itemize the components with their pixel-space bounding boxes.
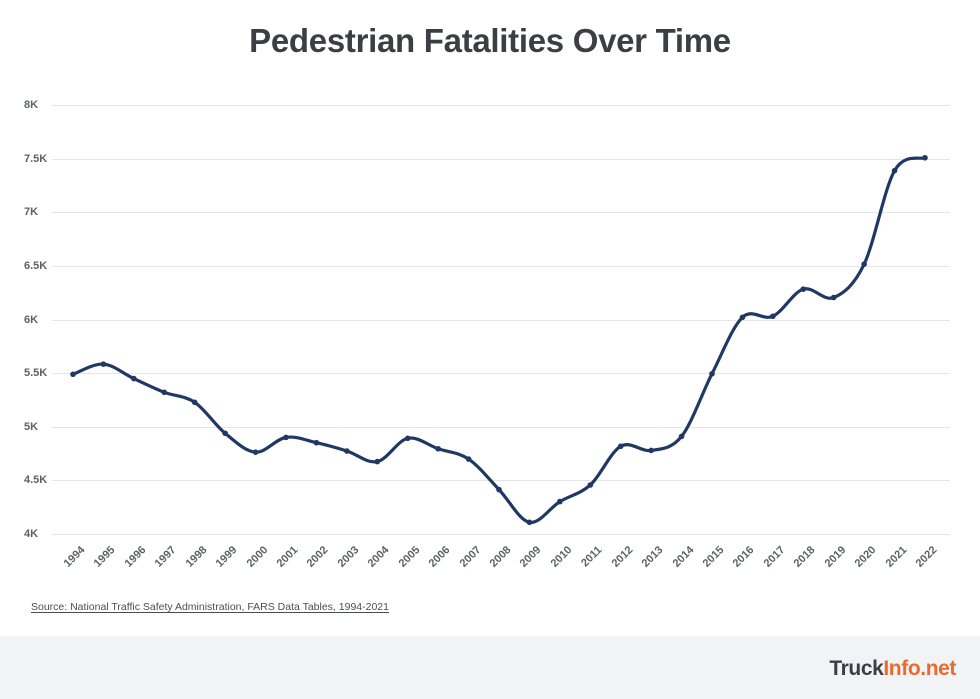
y-axis-tick-label: 7.5K	[24, 152, 48, 165]
data-point[interactable]	[526, 519, 533, 526]
x-axis-tick-label: 1997	[152, 544, 179, 570]
x-axis-labels: 1994 1995 1996 1997 1998 1999 2000 2001 2002 2003…	[52, 536, 950, 591]
x-axis-tick-label: 2017	[761, 544, 788, 570]
footer-band	[0, 636, 980, 699]
data-point[interactable]	[557, 498, 563, 505]
chart-title: Pedestrian Fatalities Over Time	[249, 22, 731, 59]
data-point[interactable]	[770, 313, 776, 320]
brand-name-primary: Truck	[829, 657, 884, 680]
x-axis-tick-label: 2005	[396, 544, 423, 570]
data-point[interactable]	[222, 430, 228, 437]
data-point[interactable]	[830, 294, 837, 301]
x-axis-tick-label: 2021	[883, 544, 910, 570]
data-point[interactable]	[465, 456, 472, 462]
x-axis-tick-label: 2019	[822, 544, 849, 570]
x-axis-tick-label: 1996	[122, 544, 149, 570]
gridline	[52, 320, 950, 321]
data-point[interactable]	[435, 445, 441, 452]
x-axis-tick-label: 2004	[365, 544, 392, 570]
data-point[interactable]	[800, 286, 807, 292]
y-axis-tick-label: 6.5K	[24, 259, 48, 272]
data-point[interactable]	[131, 375, 137, 382]
y-axis-tick-label: 8K	[24, 99, 39, 111]
y-axis-tick-label: 5K	[24, 420, 39, 433]
gridline	[52, 480, 950, 481]
gridline	[52, 212, 950, 213]
line-series	[70, 154, 928, 526]
data-point[interactable]	[344, 448, 350, 454]
series-line	[71, 156, 927, 524]
y-axis-tick-label: 7K	[24, 206, 39, 219]
y-axis-tick-label: 4.5K	[24, 474, 48, 487]
data-point[interactable]	[891, 167, 898, 174]
data-point[interactable]	[374, 458, 381, 465]
data-point[interactable]	[283, 434, 289, 441]
gridline	[52, 159, 950, 160]
brand-logo[interactable]: TruckInfo.net	[829, 657, 956, 681]
x-axis-tick-label: 2014	[670, 544, 697, 570]
data-point[interactable]	[70, 371, 76, 378]
gridline	[52, 427, 950, 428]
data-point[interactable]	[587, 482, 594, 488]
x-axis-tick-label: 1998	[183, 544, 210, 570]
data-point[interactable]	[648, 447, 654, 454]
source-note: Source: National Traffic Safety Administ…	[31, 601, 389, 613]
data-point[interactable]	[313, 439, 320, 446]
x-axis-tick-label: 2002	[305, 544, 331, 570]
x-axis-tick-label: 2010	[548, 544, 575, 570]
gridline	[52, 266, 950, 267]
x-axis-tick-label: 2013	[639, 544, 666, 570]
x-axis-tick-label: 2003	[335, 544, 362, 570]
y-axis-tick-label: 6K	[24, 313, 39, 326]
data-point[interactable]	[404, 435, 411, 442]
data-point[interactable]	[100, 361, 107, 367]
data-point[interactable]	[922, 154, 928, 161]
data-point[interactable]	[161, 389, 168, 396]
plot-area	[52, 105, 950, 535]
y-axis-tick-label: 4K	[24, 528, 39, 540]
gridline	[52, 534, 950, 535]
x-axis-tick-label: 1999	[213, 544, 240, 570]
brand-name-accent: Info.net	[883, 657, 956, 680]
chart-card: Pedestrian Fatalities Over Time 8K 7.5K 7K…	[0, 22, 950, 613]
data-point[interactable]	[678, 433, 685, 440]
x-axis-tick-label: 2000	[244, 544, 271, 570]
x-axis-tick-label: 2018	[791, 544, 818, 570]
x-axis-tick-label: 2001	[274, 544, 301, 570]
x-axis-tick-label: 2022	[913, 544, 940, 570]
x-axis-tick-label: 2006	[426, 544, 453, 570]
data-point[interactable]	[739, 314, 746, 321]
data-point[interactable]	[191, 399, 198, 406]
y-axis-tick-label: 5.5K	[24, 367, 48, 380]
data-point[interactable]	[861, 261, 867, 267]
x-axis-tick-label: 2012	[609, 544, 636, 570]
x-axis-tick-label: 2015	[700, 544, 727, 570]
y-axis-labels: 8K 7.5K 7K 6.5K 6K 5.5K 5K 4.5K 4K	[0, 99, 52, 540]
data-point[interactable]	[252, 449, 259, 455]
x-axis-tick-label: 2008	[487, 544, 514, 570]
x-axis-tick-label: 1995	[92, 544, 118, 570]
x-axis-tick-label: 2016	[731, 544, 757, 570]
data-point[interactable]	[617, 443, 624, 450]
x-axis-tick-label: 2007	[457, 544, 484, 570]
x-axis-tick-label: 2020	[852, 544, 879, 570]
gridline	[52, 105, 950, 106]
data-point[interactable]	[496, 486, 502, 493]
x-axis-tick-label: 1994	[61, 544, 88, 570]
x-axis-tick-label: 2011	[579, 544, 605, 570]
data-point[interactable]	[709, 370, 715, 377]
x-axis-tick-label: 2009	[518, 544, 544, 570]
gridline	[52, 373, 950, 374]
